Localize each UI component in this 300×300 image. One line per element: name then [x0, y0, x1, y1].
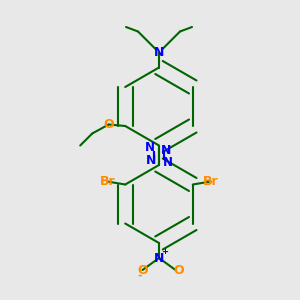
- Text: N: N: [145, 141, 155, 154]
- Text: Br: Br: [203, 175, 219, 188]
- Text: O: O: [103, 118, 114, 131]
- Text: N: N: [154, 251, 164, 265]
- Text: N: N: [154, 46, 164, 59]
- Text: N: N: [163, 156, 173, 169]
- Text: -: -: [137, 271, 142, 281]
- Text: N: N: [146, 154, 157, 167]
- Text: N: N: [161, 143, 172, 157]
- Text: O: O: [173, 263, 184, 277]
- Text: Br: Br: [99, 175, 115, 188]
- Text: O: O: [137, 263, 148, 277]
- Text: +: +: [161, 248, 169, 256]
